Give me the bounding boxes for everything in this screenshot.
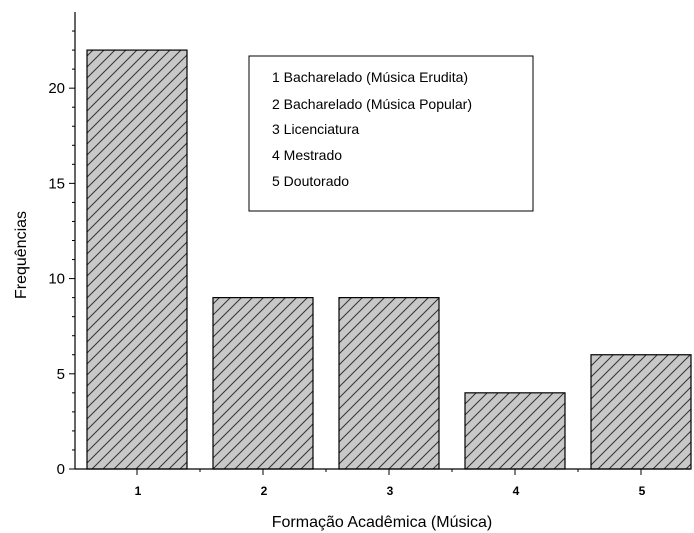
y-tick-label-5: 5 (57, 366, 65, 383)
legend-item-2: 2 Bacharelado (Música Popular) (272, 96, 472, 112)
bar-3 (338, 297, 440, 470)
x-tick-label-2: 2 (261, 484, 268, 498)
bars-group (86, 49, 692, 470)
x-tick-label-1: 1 (135, 484, 142, 498)
legend-item-3: 3 Licenciatura (272, 121, 359, 137)
legend-box (248, 55, 534, 212)
y-tick-label-20: 20 (48, 80, 65, 97)
bar-1 (86, 49, 188, 470)
x-axis-title: Formação Acadêmica (Música) (272, 514, 493, 531)
y-tick-label-15: 15 (48, 175, 65, 192)
legend: 1 Bacharelado (Música Erudita) 2 Bachare… (248, 55, 534, 212)
x-tick-label-5: 5 (639, 484, 646, 498)
x-tick-label-3: 3 (387, 484, 394, 498)
legend-item-1: 1 Bacharelado (Música Erudita) (272, 69, 468, 85)
x-tick-label-4: 4 (513, 484, 520, 498)
y-tick-label-0: 0 (57, 461, 65, 478)
y-axis-title: Frequências (13, 211, 30, 299)
bar-2 (212, 297, 314, 470)
y-tick-label-10: 10 (48, 271, 65, 288)
bar-4 (464, 392, 566, 470)
y-ticks-group: 0 5 10 15 20 (48, 30, 75, 478)
x-ticks-group: 1 2 3 4 5 (135, 469, 646, 498)
legend-item-4: 4 Mestrado (272, 147, 342, 163)
bar-5 (590, 354, 692, 470)
legend-item-5: 5 Doutorado (272, 173, 349, 189)
